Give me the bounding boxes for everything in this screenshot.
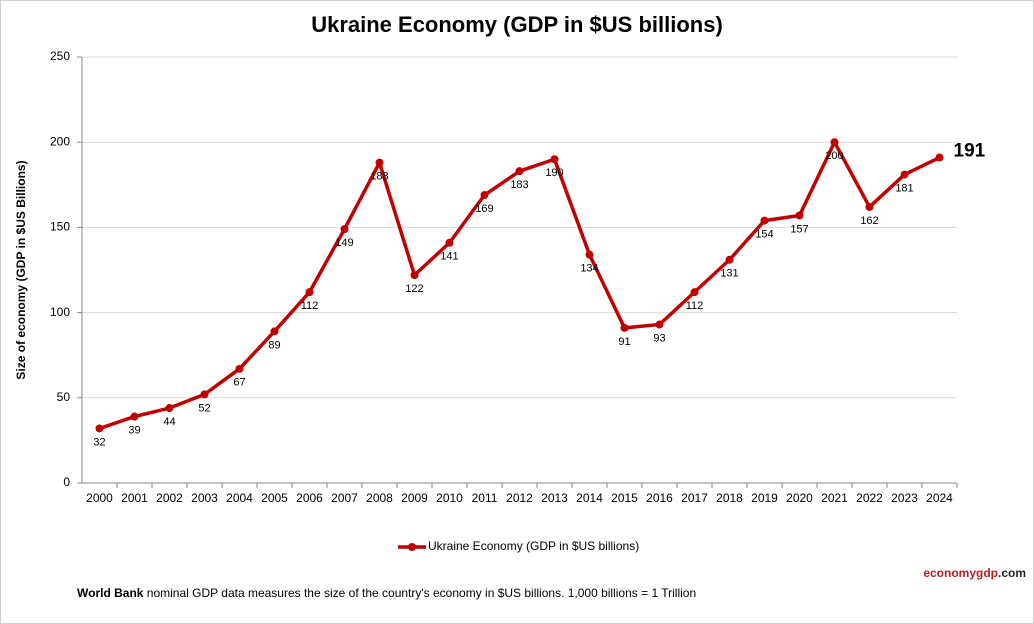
x-tick-label: 2007	[331, 491, 358, 505]
point	[235, 364, 244, 373]
point	[690, 288, 699, 297]
point	[130, 412, 139, 421]
point	[620, 323, 629, 332]
x-tick-label: 2009	[401, 491, 428, 505]
point	[900, 170, 909, 179]
x-tick-label: 2017	[681, 491, 708, 505]
legend-label: Ukraine Economy (GDP in $US billions)	[428, 539, 639, 553]
value-label: 89	[268, 339, 280, 351]
value-label: 141	[440, 251, 458, 263]
value-label: 32	[93, 436, 105, 448]
y-axis-title: Size of economy (GDP in $US Billions)	[14, 160, 28, 379]
x-tick-label: 2016	[646, 491, 673, 505]
value-label: 93	[653, 332, 665, 344]
value-label: 183	[510, 179, 528, 191]
x-tick-label: 2011	[472, 491, 498, 505]
point	[725, 255, 734, 264]
point	[95, 424, 104, 433]
point	[865, 202, 874, 211]
x-tick-label: 2022	[856, 491, 883, 505]
point	[270, 327, 279, 336]
point	[585, 250, 594, 259]
y-tick-label: 0	[63, 475, 70, 489]
value-label: 149	[335, 237, 353, 249]
brand-domain: .com	[998, 566, 1026, 580]
x-tick-label: 2019	[751, 491, 778, 505]
x-tick-label: 2004	[226, 491, 253, 505]
value-label: 169	[475, 203, 493, 215]
point	[200, 390, 209, 399]
point	[515, 167, 524, 176]
value-label: 52	[198, 402, 210, 414]
value-label: 131	[720, 268, 738, 280]
value-label: 91	[618, 336, 630, 348]
x-tick-label: 2023	[891, 491, 918, 505]
brand: economygdp.com	[923, 566, 1026, 580]
x-tick-label: 2003	[191, 491, 218, 505]
x-tick-label: 2013	[541, 491, 568, 505]
point	[655, 320, 664, 329]
x-tick-label: 2012	[506, 491, 533, 505]
value-label: 67	[233, 377, 245, 389]
point	[445, 238, 454, 247]
x-tick-label: 2024	[926, 491, 953, 505]
y-tick-label: 50	[57, 390, 71, 404]
point	[795, 211, 804, 220]
x-tick-label: 2001	[121, 491, 148, 505]
footnote-source: World Bank	[77, 586, 144, 600]
point	[165, 404, 174, 413]
x-tick-label: 2002	[156, 491, 183, 505]
x-tick-label: 2000	[86, 491, 113, 505]
point	[375, 158, 384, 167]
x-tick-label: 2005	[261, 491, 288, 505]
point	[305, 288, 314, 297]
point	[410, 271, 419, 280]
x-tick-label: 2020	[786, 491, 813, 505]
value-label: 44	[163, 416, 175, 428]
value-label: 200	[825, 150, 843, 162]
x-tick-label: 2021	[821, 491, 848, 505]
point	[550, 155, 559, 164]
x-tick-label: 2014	[576, 491, 603, 505]
footnote: World Bank nominal GDP data measures the…	[77, 586, 696, 600]
chart-title: Ukraine Economy (GDP in $US billions)	[311, 12, 723, 37]
x-tick-label: 2010	[436, 491, 463, 505]
y-tick-label: 200	[50, 134, 70, 148]
value-label: 154	[755, 228, 773, 240]
x-tick-label: 2018	[716, 491, 743, 505]
point	[340, 225, 349, 234]
y-tick-label: 150	[50, 220, 70, 234]
y-tick-label: 100	[50, 305, 70, 319]
x-tick-label: 2008	[366, 491, 393, 505]
value-label: 112	[301, 300, 319, 312]
point	[480, 191, 489, 200]
legend-marker	[408, 543, 416, 551]
point	[830, 138, 839, 147]
value-label: 122	[405, 283, 423, 295]
value-label: 157	[790, 223, 808, 235]
point	[760, 216, 769, 225]
x-tick-label: 2006	[296, 491, 323, 505]
end-label: 191	[954, 141, 986, 162]
value-label: 134	[580, 263, 598, 275]
point	[935, 153, 944, 162]
brand-name: economygdp	[923, 566, 998, 580]
footnote-text: nominal GDP data measures the size of th…	[143, 586, 696, 600]
x-tick-label: 2015	[611, 491, 638, 505]
value-label: 188	[370, 171, 388, 183]
value-label: 162	[860, 215, 878, 227]
y-tick-label: 250	[50, 49, 70, 63]
value-label: 181	[895, 182, 913, 194]
value-label: 112	[686, 300, 704, 312]
value-label: 39	[128, 424, 140, 436]
value-label: 190	[545, 167, 563, 179]
